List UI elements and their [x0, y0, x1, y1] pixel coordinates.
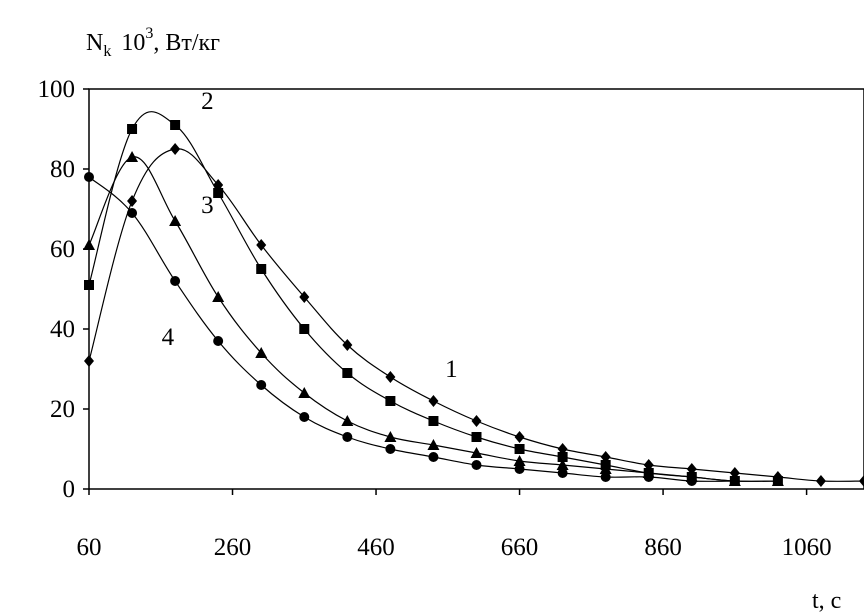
series-markers — [83, 120, 864, 487]
series-4-point — [84, 172, 94, 182]
series-3-point — [384, 431, 397, 442]
x-tick-label: 460 — [357, 534, 395, 561]
series-4-point — [170, 276, 181, 286]
y-tick-label: 0 — [63, 476, 76, 503]
series-3-point — [255, 347, 268, 358]
series-1-point — [385, 371, 396, 383]
series-3-point — [298, 387, 311, 398]
y-tick-label: 100 — [38, 76, 76, 103]
series-2-point — [127, 124, 138, 134]
series-2-point — [428, 416, 439, 426]
x-tick-label: 260 — [214, 534, 252, 561]
series-1-point — [256, 239, 267, 251]
series-4-point — [256, 380, 267, 390]
x-tick-label: 1060 — [782, 534, 832, 561]
series-2-point — [557, 452, 568, 462]
series-1-point — [428, 395, 439, 407]
series-4-point — [729, 476, 740, 486]
series-3-point — [599, 463, 612, 474]
series-3-point — [212, 291, 225, 302]
series-4-point — [342, 432, 353, 442]
series-1-point — [170, 143, 181, 155]
series-1-point — [815, 475, 826, 487]
series-3-line — [88, 156, 778, 482]
y-axis-title: Nk 103, Вт/кг — [86, 25, 220, 60]
series-2-point — [256, 264, 267, 274]
series-4-point — [428, 452, 439, 462]
y-tick-label: 80 — [50, 156, 75, 183]
curve-label-1: 1 — [445, 356, 458, 383]
series-4-point — [557, 468, 568, 478]
curve-labels: 1 2 3 4 — [162, 88, 458, 383]
series-3-point — [513, 455, 526, 466]
series-2-point — [84, 280, 94, 290]
series-4-point — [471, 460, 482, 470]
series-1-point — [127, 195, 138, 207]
series-4-line — [88, 176, 735, 482]
axis-ticks: 0 20 40 60 80 100 60 260 460 660 860 1060 — [38, 76, 832, 561]
series-1-point — [342, 339, 353, 351]
plot-area-frame — [88, 88, 864, 490]
series-2-point — [385, 396, 396, 406]
series-4-point — [643, 472, 654, 482]
curve-label-2: 2 — [201, 88, 214, 115]
series-3-point — [427, 439, 440, 450]
x-axis-title: t, с — [812, 588, 841, 614]
y-tick-label: 60 — [50, 236, 75, 263]
series-4-point — [600, 472, 611, 482]
series-3-point — [341, 415, 354, 426]
series-2-point — [299, 324, 310, 334]
series-2-point — [514, 444, 525, 454]
y-tick-label: 40 — [50, 316, 75, 343]
series-4-point — [385, 444, 396, 454]
series-3-point — [470, 447, 483, 458]
series-4-point — [213, 336, 224, 346]
series-3-point — [771, 475, 784, 486]
series-1-point — [84, 355, 94, 367]
series-3-point — [169, 215, 182, 226]
x-tick-label: 860 — [644, 534, 682, 561]
curve-label-4: 4 — [162, 324, 175, 351]
curve-label-3: 3 — [201, 192, 214, 219]
y-tick-label: 20 — [50, 396, 75, 423]
series-3-point — [83, 239, 95, 250]
series-3-point — [556, 459, 569, 470]
x-tick-label: 60 — [77, 534, 102, 561]
series-4-point — [514, 464, 525, 474]
x-tick-label: 660 — [501, 534, 539, 561]
series-2-point — [471, 432, 482, 442]
series-1-point — [471, 415, 482, 427]
series-2-point — [170, 120, 181, 130]
series-1-point — [859, 475, 864, 487]
series-2-point — [342, 368, 353, 378]
series-4-point — [299, 412, 310, 422]
series-1-point — [514, 431, 525, 443]
series-1-point — [299, 291, 310, 303]
series-2-point — [213, 188, 224, 198]
series-4-point — [127, 208, 138, 218]
series-4-point — [686, 476, 697, 486]
series-3-point — [126, 151, 139, 162]
